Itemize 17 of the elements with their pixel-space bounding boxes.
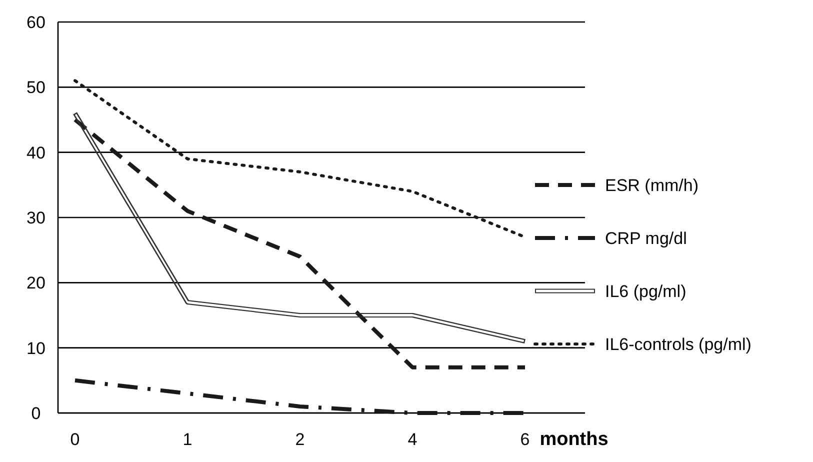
- legend-label: ESR (mm/h): [605, 176, 698, 195]
- x-tick-label: 0: [70, 430, 80, 449]
- y-tick-label: 20: [26, 274, 46, 293]
- y-tick-label: 30: [26, 208, 46, 228]
- y-tick-label: 60: [26, 12, 46, 32]
- x-tick-label: 1: [182, 430, 192, 449]
- x-axis-title: months: [540, 429, 608, 450]
- y-tick-label: 40: [26, 143, 46, 162]
- x-tick-label: 4: [408, 430, 418, 449]
- legend-label: IL6-controls (pg/ml): [605, 334, 752, 354]
- x-tick-label: 6: [520, 430, 530, 449]
- x-tick-label: 2: [295, 430, 305, 449]
- y-tick-label: 50: [26, 78, 46, 98]
- legend-label: IL6 (pg/ml): [605, 282, 686, 301]
- y-tick-label: 10: [26, 338, 46, 358]
- legend-label: CRP mg/dl: [605, 228, 687, 248]
- y-tick-label: 0: [31, 404, 41, 423]
